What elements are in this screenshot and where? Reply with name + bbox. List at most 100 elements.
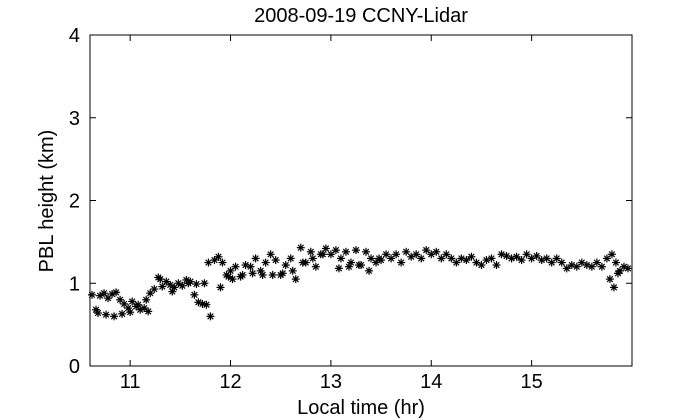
- data-point: [100, 289, 109, 298]
- data-point: [532, 251, 541, 260]
- data-point: [552, 254, 561, 263]
- data-point: [231, 262, 240, 271]
- x-tick-label-15: 15: [521, 371, 543, 393]
- data-point: [512, 252, 521, 261]
- data-point: [228, 275, 237, 284]
- data-point: [592, 258, 601, 267]
- x-axis-label: Local time (hr): [297, 397, 425, 419]
- data-point: [118, 309, 127, 318]
- data-point: [248, 269, 257, 278]
- data-point: [184, 279, 193, 288]
- x-tick-label-12: 12: [219, 371, 241, 393]
- data-point: [375, 254, 384, 263]
- data-point: [206, 312, 215, 321]
- data-point: [487, 254, 496, 263]
- data-point: [447, 254, 456, 263]
- data-point: [442, 250, 451, 259]
- data-point: [112, 288, 121, 297]
- data-point: [602, 254, 611, 263]
- data-point: [306, 247, 315, 256]
- data-point: [577, 258, 586, 267]
- data-point: [351, 246, 360, 255]
- data-point: [238, 270, 247, 279]
- data-point: [166, 280, 175, 289]
- data-point: [202, 300, 211, 309]
- data-point: [334, 264, 343, 273]
- data-point: [192, 280, 201, 289]
- data-point: [382, 250, 391, 259]
- data-point: [126, 308, 135, 317]
- x-tick-label-11: 11: [120, 371, 141, 393]
- data-point: [214, 252, 223, 261]
- data-point: [88, 290, 97, 299]
- data-point: [422, 246, 431, 255]
- data-point: [258, 270, 267, 279]
- data-point: [210, 256, 219, 265]
- data-point: [261, 258, 270, 267]
- data-point: [402, 247, 411, 256]
- data-point: [392, 250, 401, 259]
- data-point: [144, 307, 153, 316]
- plot-area-frame: [89, 34, 633, 367]
- data-point: [517, 256, 526, 265]
- data-point: [609, 283, 618, 292]
- data-point: [462, 256, 471, 265]
- data-point: [216, 283, 225, 292]
- data-point: [522, 250, 531, 259]
- data-point: [607, 250, 616, 259]
- data-point: [156, 275, 165, 284]
- data-point: [168, 287, 177, 296]
- data-point: [344, 262, 353, 271]
- data-point: [336, 254, 345, 263]
- data-point: [204, 258, 213, 267]
- data-point: [94, 309, 103, 318]
- data-point: [218, 258, 227, 267]
- data-point: [142, 295, 151, 304]
- data-point: [190, 290, 199, 299]
- x-tick-label-13: 13: [320, 371, 342, 393]
- data-point: [291, 275, 300, 284]
- data-point: [452, 258, 461, 267]
- data-point: [266, 250, 275, 259]
- y-axis-label: PBL height (km): [36, 130, 58, 273]
- data-point: [427, 250, 436, 259]
- data-point: [477, 261, 486, 270]
- data-point: [572, 262, 581, 271]
- data-point: [128, 297, 137, 306]
- data-point: [557, 258, 566, 267]
- y-tick-label-2: 2: [69, 191, 80, 213]
- data-point: [158, 282, 167, 291]
- data-point: [412, 250, 421, 259]
- data-point: [308, 254, 317, 263]
- data-point: [296, 243, 305, 252]
- data-point: [542, 254, 551, 263]
- data-point: [251, 254, 260, 263]
- data-point: [102, 310, 111, 319]
- y-tick-label-4: 4: [69, 25, 80, 47]
- data-point: [467, 252, 476, 261]
- data-point: [492, 261, 501, 270]
- data-point: [278, 269, 287, 278]
- data-point: [365, 266, 374, 275]
- data-point: [271, 256, 280, 265]
- data-point: [326, 250, 335, 259]
- data-point: [605, 275, 614, 284]
- data-point: [150, 285, 159, 294]
- data-point: [110, 312, 119, 321]
- data-point: [547, 258, 556, 267]
- data-point: [613, 269, 622, 278]
- x-tick-label-14: 14: [420, 371, 442, 393]
- data-point: [562, 264, 571, 273]
- data-point: [372, 258, 381, 267]
- chart-title: 2008-09-19 CCNY-Lidar: [254, 5, 468, 27]
- data-point: [268, 270, 277, 279]
- data-point: [397, 258, 406, 267]
- data-point: [437, 254, 446, 263]
- data-point: [354, 261, 363, 270]
- data-point: [174, 279, 183, 288]
- y-tick-label-3: 3: [69, 108, 80, 130]
- data-point: [134, 300, 143, 309]
- data-point: [432, 247, 441, 256]
